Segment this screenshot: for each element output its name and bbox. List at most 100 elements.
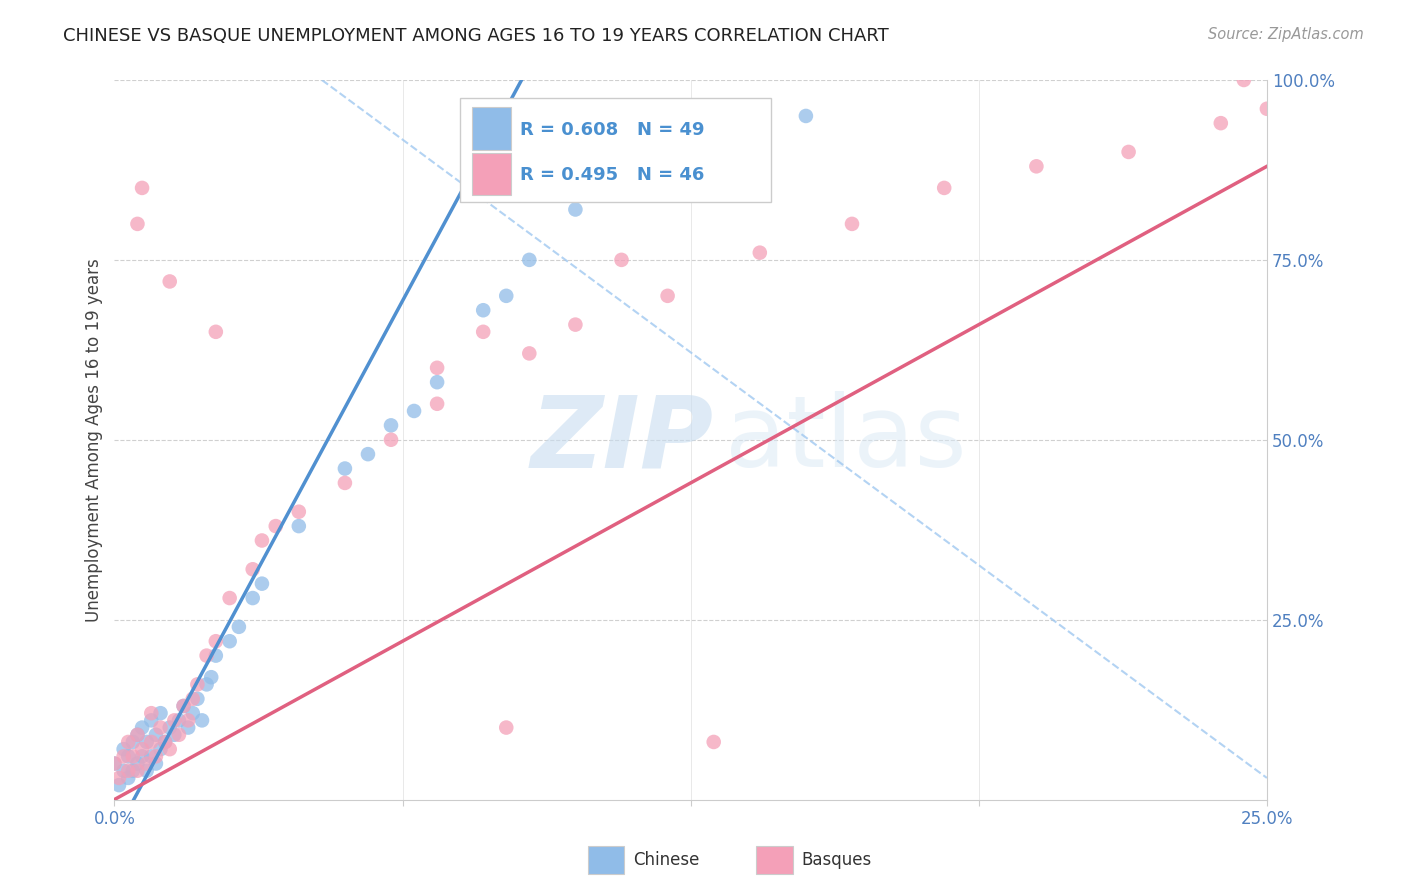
Point bbox=[149, 742, 172, 756]
Point bbox=[173, 698, 195, 713]
Point bbox=[163, 728, 186, 742]
Point bbox=[191, 714, 214, 728]
Point bbox=[218, 634, 240, 648]
Point bbox=[117, 771, 139, 785]
Point bbox=[153, 735, 176, 749]
Point bbox=[610, 181, 633, 195]
Point bbox=[610, 252, 633, 267]
Point bbox=[288, 505, 311, 519]
Text: ZIP: ZIP bbox=[530, 392, 714, 488]
Point bbox=[112, 742, 135, 756]
Point bbox=[112, 764, 135, 778]
FancyBboxPatch shape bbox=[471, 153, 510, 195]
Point bbox=[103, 756, 125, 771]
Point bbox=[127, 217, 149, 231]
Point bbox=[135, 735, 157, 749]
Point bbox=[159, 721, 181, 735]
Point bbox=[121, 764, 143, 778]
Point bbox=[205, 648, 228, 663]
Point bbox=[242, 562, 264, 576]
Point bbox=[564, 202, 586, 217]
Point bbox=[264, 519, 287, 533]
Point bbox=[186, 677, 208, 691]
Point bbox=[117, 735, 139, 749]
Point bbox=[703, 735, 725, 749]
Point bbox=[135, 756, 157, 771]
Point bbox=[195, 677, 218, 691]
Point bbox=[186, 691, 208, 706]
Point bbox=[794, 109, 817, 123]
Point bbox=[149, 706, 172, 721]
Point bbox=[159, 742, 181, 756]
Point bbox=[1256, 102, 1278, 116]
Point bbox=[402, 404, 425, 418]
Y-axis label: Unemployment Among Ages 16 to 19 years: Unemployment Among Ages 16 to 19 years bbox=[86, 258, 103, 622]
Point bbox=[181, 691, 204, 706]
Text: CHINESE VS BASQUE UNEMPLOYMENT AMONG AGES 16 TO 19 YEARS CORRELATION CHART: CHINESE VS BASQUE UNEMPLOYMENT AMONG AGE… bbox=[63, 27, 889, 45]
Point bbox=[117, 749, 139, 764]
Point bbox=[517, 346, 540, 360]
Point bbox=[426, 397, 449, 411]
Point bbox=[127, 756, 149, 771]
Point bbox=[200, 670, 222, 684]
Point bbox=[108, 771, 131, 785]
Point bbox=[177, 721, 200, 735]
Point bbox=[131, 181, 153, 195]
Text: Chinese: Chinese bbox=[633, 851, 699, 869]
Point bbox=[934, 181, 956, 195]
Point bbox=[426, 375, 449, 389]
Point bbox=[657, 289, 679, 303]
Point bbox=[149, 721, 172, 735]
Point bbox=[177, 714, 200, 728]
FancyBboxPatch shape bbox=[460, 98, 772, 202]
Point bbox=[748, 245, 770, 260]
Point bbox=[121, 749, 143, 764]
Point bbox=[426, 360, 449, 375]
Point bbox=[141, 714, 163, 728]
Point bbox=[472, 325, 495, 339]
Point bbox=[357, 447, 380, 461]
Point bbox=[153, 735, 176, 749]
Point bbox=[141, 735, 163, 749]
Point bbox=[181, 706, 204, 721]
Point bbox=[380, 433, 402, 447]
Point bbox=[228, 620, 250, 634]
Point bbox=[205, 634, 228, 648]
Point bbox=[103, 756, 125, 771]
Point bbox=[250, 576, 273, 591]
Point bbox=[112, 749, 135, 764]
Point bbox=[1209, 116, 1232, 130]
Text: Basques: Basques bbox=[801, 851, 872, 869]
Point bbox=[131, 742, 153, 756]
Point bbox=[242, 591, 264, 605]
Point bbox=[131, 721, 153, 735]
Text: atlas: atlas bbox=[725, 392, 967, 488]
Point bbox=[121, 735, 143, 749]
Text: R = 0.608   N = 49: R = 0.608 N = 49 bbox=[520, 121, 704, 139]
Point bbox=[333, 475, 356, 490]
Point bbox=[380, 418, 402, 433]
Point bbox=[841, 217, 863, 231]
Point bbox=[195, 648, 218, 663]
Point bbox=[218, 591, 240, 605]
Point bbox=[173, 698, 195, 713]
Point bbox=[163, 714, 186, 728]
Point bbox=[135, 764, 157, 778]
Point bbox=[495, 289, 517, 303]
Point bbox=[1025, 159, 1047, 173]
Point bbox=[145, 749, 167, 764]
Point bbox=[333, 461, 356, 475]
Point bbox=[127, 728, 149, 742]
Point bbox=[141, 706, 163, 721]
Point bbox=[1233, 73, 1256, 87]
Text: R = 0.495   N = 46: R = 0.495 N = 46 bbox=[520, 166, 704, 184]
Point bbox=[145, 756, 167, 771]
Point bbox=[127, 764, 149, 778]
Point bbox=[564, 318, 586, 332]
Point bbox=[131, 749, 153, 764]
Point bbox=[117, 764, 139, 778]
Point bbox=[703, 145, 725, 159]
Point bbox=[1118, 145, 1140, 159]
FancyBboxPatch shape bbox=[471, 107, 510, 150]
Point bbox=[250, 533, 273, 548]
